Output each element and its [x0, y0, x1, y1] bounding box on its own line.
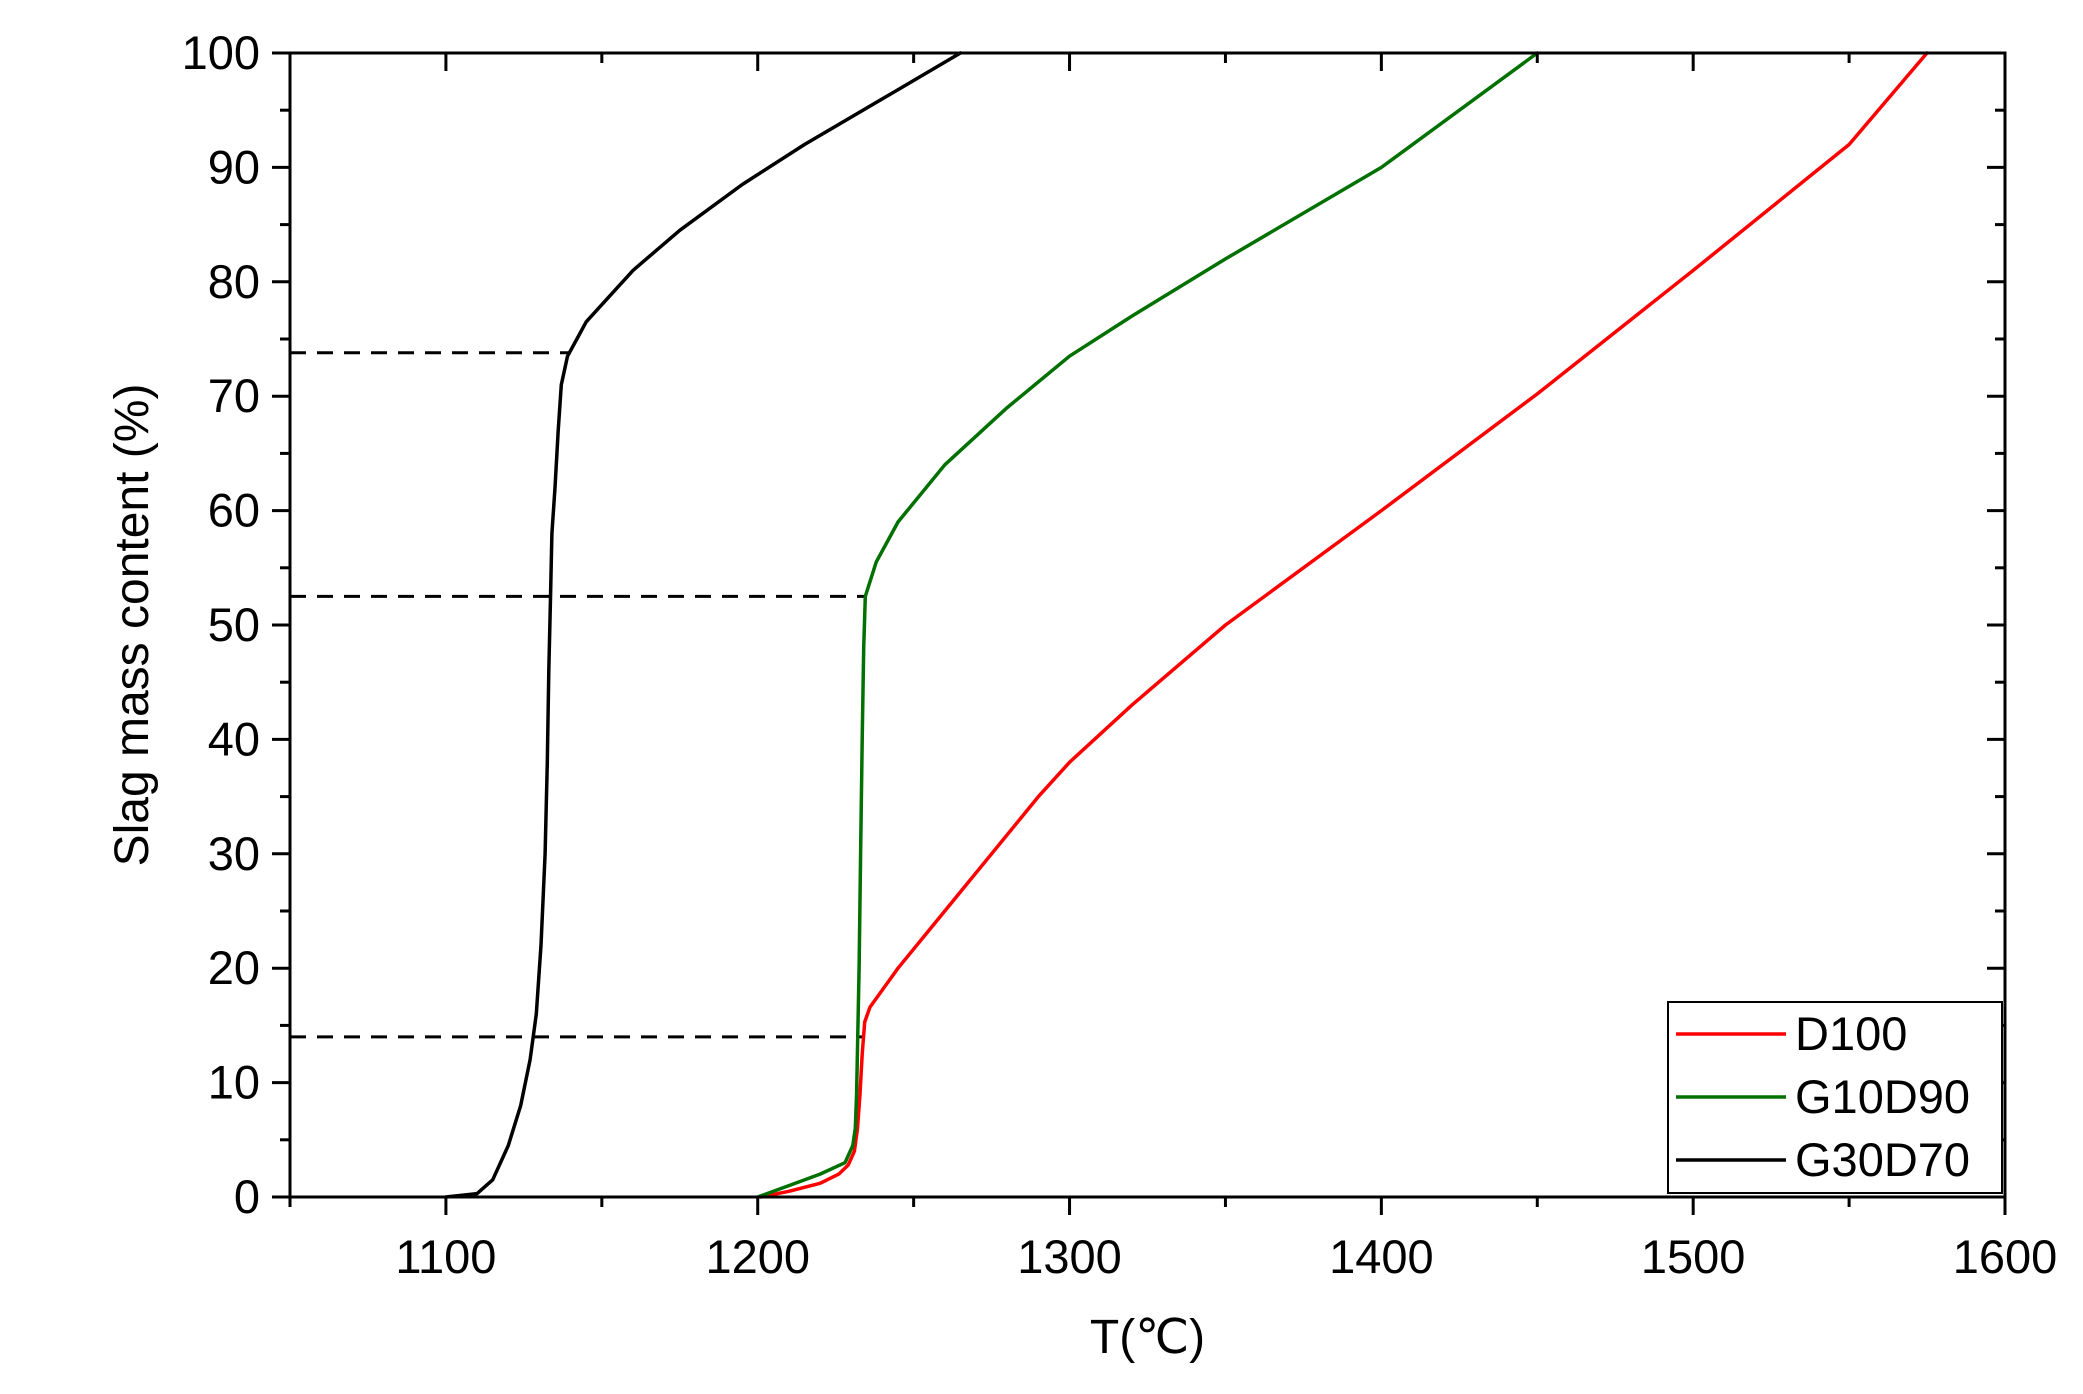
- y-tick-label: 60: [208, 484, 260, 537]
- y-tick-label: 40: [208, 712, 260, 765]
- legend-label-g10d90: G10D90: [1795, 1070, 1970, 1123]
- legend: D100 G10D90 G30D70: [1667, 1001, 2003, 1194]
- series-line-g10d90: [755, 51, 1540, 1199]
- y-tick-label: 70: [208, 369, 260, 422]
- series-line-g30d70: [444, 51, 963, 1199]
- y-tick-label: 100: [182, 26, 260, 79]
- x-tick-label: 1600: [1953, 1230, 2058, 1283]
- series-line-d100: [759, 51, 1929, 1199]
- y-tick-label: 80: [208, 255, 260, 308]
- x-axis-label: T(℃): [1090, 1311, 1205, 1364]
- x-axis-ticks: 1100 1200 1300 1400 1500 1600: [288, 53, 2058, 1283]
- y-tick-label: 0: [234, 1170, 260, 1223]
- x-tick-label: 1300: [1017, 1230, 1122, 1283]
- legend-label-g30d70: G30D70: [1795, 1133, 1970, 1186]
- x-tick-label: 1100: [395, 1230, 496, 1283]
- x-tick-label: 1200: [705, 1230, 810, 1283]
- legend-label-d100: D100: [1795, 1007, 1907, 1060]
- y-axis-label: Slag mass content (%): [106, 384, 159, 867]
- y-tick-label: 50: [208, 598, 260, 651]
- y-tick-label: 90: [208, 140, 260, 193]
- y-tick-label: 30: [208, 827, 260, 880]
- x-tick-label: 1400: [1329, 1230, 1434, 1283]
- y-tick-label: 20: [208, 941, 260, 994]
- y-axis-ticks: 0 10 20 30 40 50 60 70 80 90 100: [182, 26, 2005, 1223]
- reference-lines: [290, 351, 866, 1039]
- x-tick-label: 1500: [1641, 1230, 1746, 1283]
- y-tick-label: 10: [208, 1056, 260, 1109]
- plot-series: [444, 51, 1929, 1199]
